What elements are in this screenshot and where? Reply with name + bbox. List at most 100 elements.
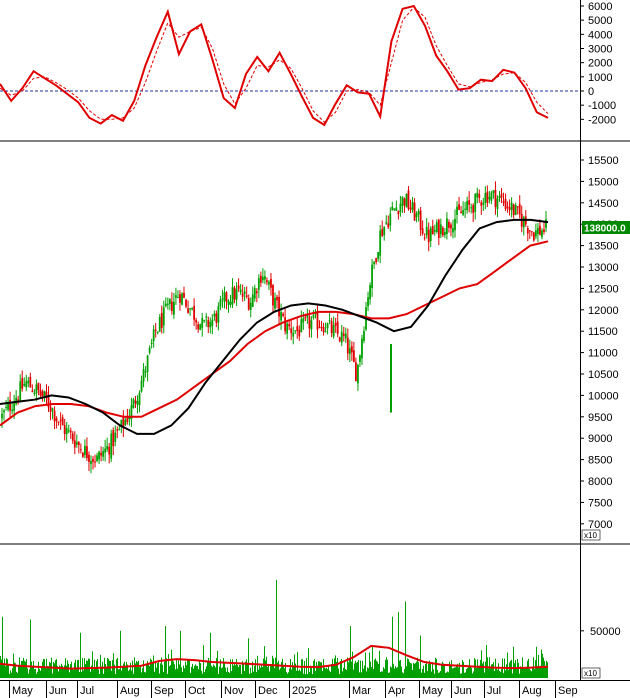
candle-body	[472, 205, 475, 213]
volume-bar	[208, 658, 209, 678]
candle-body	[474, 193, 477, 212]
volume-bar	[369, 652, 370, 678]
volume-bar	[264, 646, 265, 678]
volume-bar	[8, 665, 9, 678]
price-tick-label: 7500	[588, 497, 612, 509]
volume-bar	[289, 668, 290, 678]
volume-bar	[253, 671, 254, 678]
candle-body	[130, 405, 133, 420]
volume-bar	[152, 662, 153, 678]
volume-bar	[531, 671, 532, 678]
candle-body	[154, 329, 157, 331]
volume-bar	[336, 661, 337, 678]
volume-bar	[539, 666, 540, 678]
price-tick-label: 8500	[588, 455, 612, 467]
volume-bar	[196, 665, 197, 678]
volume-bar	[81, 672, 82, 678]
candle-body	[298, 329, 301, 337]
volume-bar	[367, 667, 368, 678]
volume-bar	[194, 665, 195, 678]
volume-bar	[520, 666, 521, 678]
volume-bar	[459, 662, 460, 678]
volume-bar	[269, 671, 270, 678]
volume-bar	[228, 671, 229, 678]
volume-bar	[315, 671, 316, 678]
volume-bar	[214, 665, 215, 678]
volume-bar	[175, 669, 176, 678]
volume-bar	[120, 630, 121, 678]
candle-body	[423, 237, 426, 239]
candle-body	[490, 192, 493, 201]
candle-body	[255, 291, 258, 294]
volume-bar	[293, 666, 294, 678]
volume-bar	[128, 670, 129, 678]
volume-bar	[204, 672, 205, 678]
volume-bar	[416, 661, 417, 678]
volume-bar	[251, 672, 252, 678]
x-tick-label: 2025	[292, 685, 316, 697]
volume-bar	[297, 652, 298, 678]
volume-bar	[361, 672, 362, 678]
candle-body	[148, 347, 151, 353]
volume-bar	[29, 669, 30, 678]
volume-bar	[328, 666, 329, 678]
volume-bar	[312, 674, 313, 678]
volume-bar	[193, 668, 194, 678]
volume-bar	[396, 667, 397, 678]
volume-bar	[421, 672, 422, 678]
candle-body	[259, 275, 262, 283]
candle-body	[395, 207, 398, 211]
volume-bar	[432, 662, 433, 678]
volume-bar	[202, 673, 203, 678]
volume-bar	[350, 626, 351, 678]
volume-bar	[210, 632, 211, 678]
volume-bar	[219, 666, 220, 678]
volume-bar	[184, 668, 185, 678]
volume-bar	[185, 661, 186, 678]
volume-bar	[17, 673, 18, 678]
volume-bar	[158, 661, 159, 678]
volume-bar	[303, 673, 304, 678]
candle-body	[280, 311, 282, 321]
x-tick-label: Aug	[522, 685, 542, 697]
volume-bar	[124, 661, 125, 678]
volume-bar	[300, 671, 301, 678]
volume-bar	[434, 673, 435, 678]
candle-body	[379, 230, 382, 256]
candle-body	[482, 202, 485, 205]
volume-bar	[310, 665, 311, 678]
volume-bar	[368, 668, 369, 678]
volume-bar	[345, 669, 346, 678]
candle-body	[84, 445, 86, 455]
candle-body	[231, 287, 234, 305]
volume-bar	[521, 667, 522, 678]
volume-bar	[61, 663, 62, 678]
volume-bar	[412, 669, 413, 678]
volume-bar	[537, 665, 538, 678]
volume-bar	[148, 664, 149, 678]
candle-body	[332, 325, 335, 337]
candle-body	[421, 228, 424, 234]
volume-bar	[197, 666, 198, 678]
candle-body	[530, 231, 533, 233]
volume-bar	[449, 661, 450, 678]
candle-body	[367, 297, 369, 307]
volume-bar	[491, 664, 492, 678]
volume-bar	[223, 658, 224, 678]
candle-body	[191, 307, 193, 310]
volume-bar	[305, 674, 306, 678]
volume-bar	[22, 660, 23, 678]
volume-bar	[130, 662, 131, 678]
candle-body	[110, 433, 113, 459]
candle-body	[268, 281, 270, 285]
candle-body	[219, 299, 222, 307]
volume-bar	[413, 662, 414, 678]
volume-bar	[463, 661, 464, 678]
volume-bar	[41, 666, 42, 678]
volume-bar	[150, 658, 151, 678]
volume-bar	[366, 671, 367, 678]
volume-bar	[36, 673, 37, 678]
volume-bar	[322, 671, 323, 678]
x-tick-label: Apr	[388, 685, 405, 697]
volume-bar	[451, 660, 452, 678]
